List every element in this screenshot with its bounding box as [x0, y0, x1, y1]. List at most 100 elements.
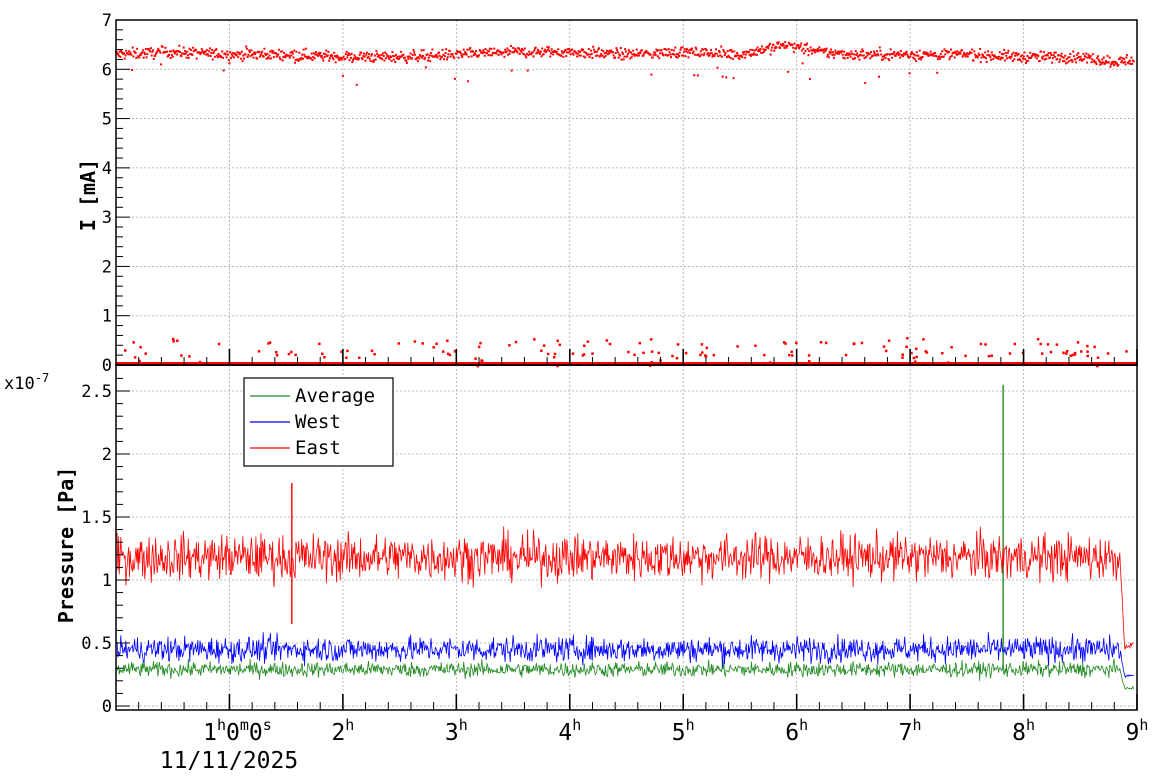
current-point [331, 56, 334, 59]
current-point [368, 53, 371, 56]
current-point [199, 53, 202, 56]
current-point [1025, 60, 1028, 63]
current-outlier [754, 344, 757, 348]
current-point [470, 55, 473, 58]
current-point [278, 56, 281, 59]
current-point [670, 48, 673, 51]
current-point [215, 48, 218, 51]
current-point [295, 50, 298, 53]
current-point [547, 46, 550, 49]
current-point [627, 49, 630, 52]
current-point [145, 56, 148, 59]
current-outlier [649, 338, 653, 341]
current-point [367, 55, 370, 58]
time-tick-label: 2h [331, 716, 354, 746]
current-point [379, 57, 382, 60]
current-point [390, 60, 393, 63]
current-point [1056, 58, 1059, 61]
current-point [907, 55, 910, 58]
current-point [952, 51, 955, 54]
current-point [356, 56, 359, 59]
current-point [150, 54, 153, 57]
current-outlier [1069, 354, 1072, 357]
current-point [435, 54, 438, 57]
current-outlier [860, 341, 864, 345]
current-point [637, 54, 640, 57]
current-point [532, 55, 535, 58]
current-point [898, 52, 901, 55]
current-outlier [1008, 352, 1012, 355]
current-point [965, 54, 968, 57]
current-y-ticks: 0 1 2 3 4 5 6 7 [102, 11, 130, 376]
current-point [685, 50, 688, 53]
time-axis-labels: 1h0m0s 2h 3h 4h 5h 6h 7h 8h 9h [203, 716, 1148, 746]
current-point [673, 53, 676, 56]
current-outlier [1071, 353, 1074, 357]
current-point [595, 54, 598, 57]
current-point [773, 49, 776, 52]
y-tick-label: 1 [102, 307, 112, 327]
current-point [642, 54, 645, 57]
current-point [796, 45, 799, 48]
current-outlier [198, 360, 202, 364]
current-point [134, 52, 137, 55]
current-point [808, 50, 811, 53]
current-point [669, 56, 672, 59]
current-point [408, 56, 411, 59]
current-outlier [676, 343, 680, 346]
current-point [858, 58, 861, 61]
current-point [178, 44, 181, 47]
current-point [1011, 53, 1014, 56]
current-point [119, 55, 122, 58]
current-point [1021, 54, 1024, 57]
current-point [141, 51, 144, 54]
current-point [777, 41, 780, 44]
current-point [512, 51, 515, 54]
current-point [222, 69, 225, 72]
current-point [1088, 56, 1091, 59]
current-point [1030, 55, 1033, 58]
current-point [258, 50, 261, 53]
current-point [340, 58, 343, 61]
current-point [490, 47, 493, 50]
current-point [1040, 56, 1043, 59]
current-point [577, 50, 580, 53]
current-point [1070, 58, 1073, 61]
current-point [823, 48, 826, 51]
current-point [1024, 62, 1027, 65]
current-point [792, 46, 795, 49]
current-point [709, 52, 712, 55]
current-point [862, 50, 865, 53]
current-point [832, 56, 835, 59]
current-point [1027, 59, 1030, 62]
current-outlier [675, 356, 679, 360]
current-point [138, 56, 141, 59]
current-outlier [546, 352, 550, 356]
current-point [333, 51, 336, 54]
current-outlier [736, 345, 739, 348]
current-point [1102, 56, 1105, 59]
current-outlier [556, 339, 559, 343]
current-point [918, 49, 921, 52]
current-point [795, 47, 798, 50]
current-outlier [180, 354, 183, 357]
current-point [360, 57, 363, 60]
current-point [549, 55, 552, 58]
current-point [483, 54, 486, 57]
current-point [548, 50, 551, 53]
current-outlier [987, 354, 991, 358]
current-point [706, 53, 709, 56]
current-point [1053, 51, 1056, 54]
current-point [1016, 58, 1019, 61]
current-point [915, 51, 918, 54]
current-point [358, 53, 361, 56]
current-point [363, 52, 366, 55]
current-point [497, 53, 500, 56]
current-point [210, 51, 213, 54]
current-y-axis-title: I [mA] [76, 159, 100, 231]
current-point [1096, 55, 1099, 58]
current-point [170, 50, 173, 53]
current-point [542, 53, 545, 56]
current-point [861, 48, 864, 51]
current-point [305, 55, 308, 58]
